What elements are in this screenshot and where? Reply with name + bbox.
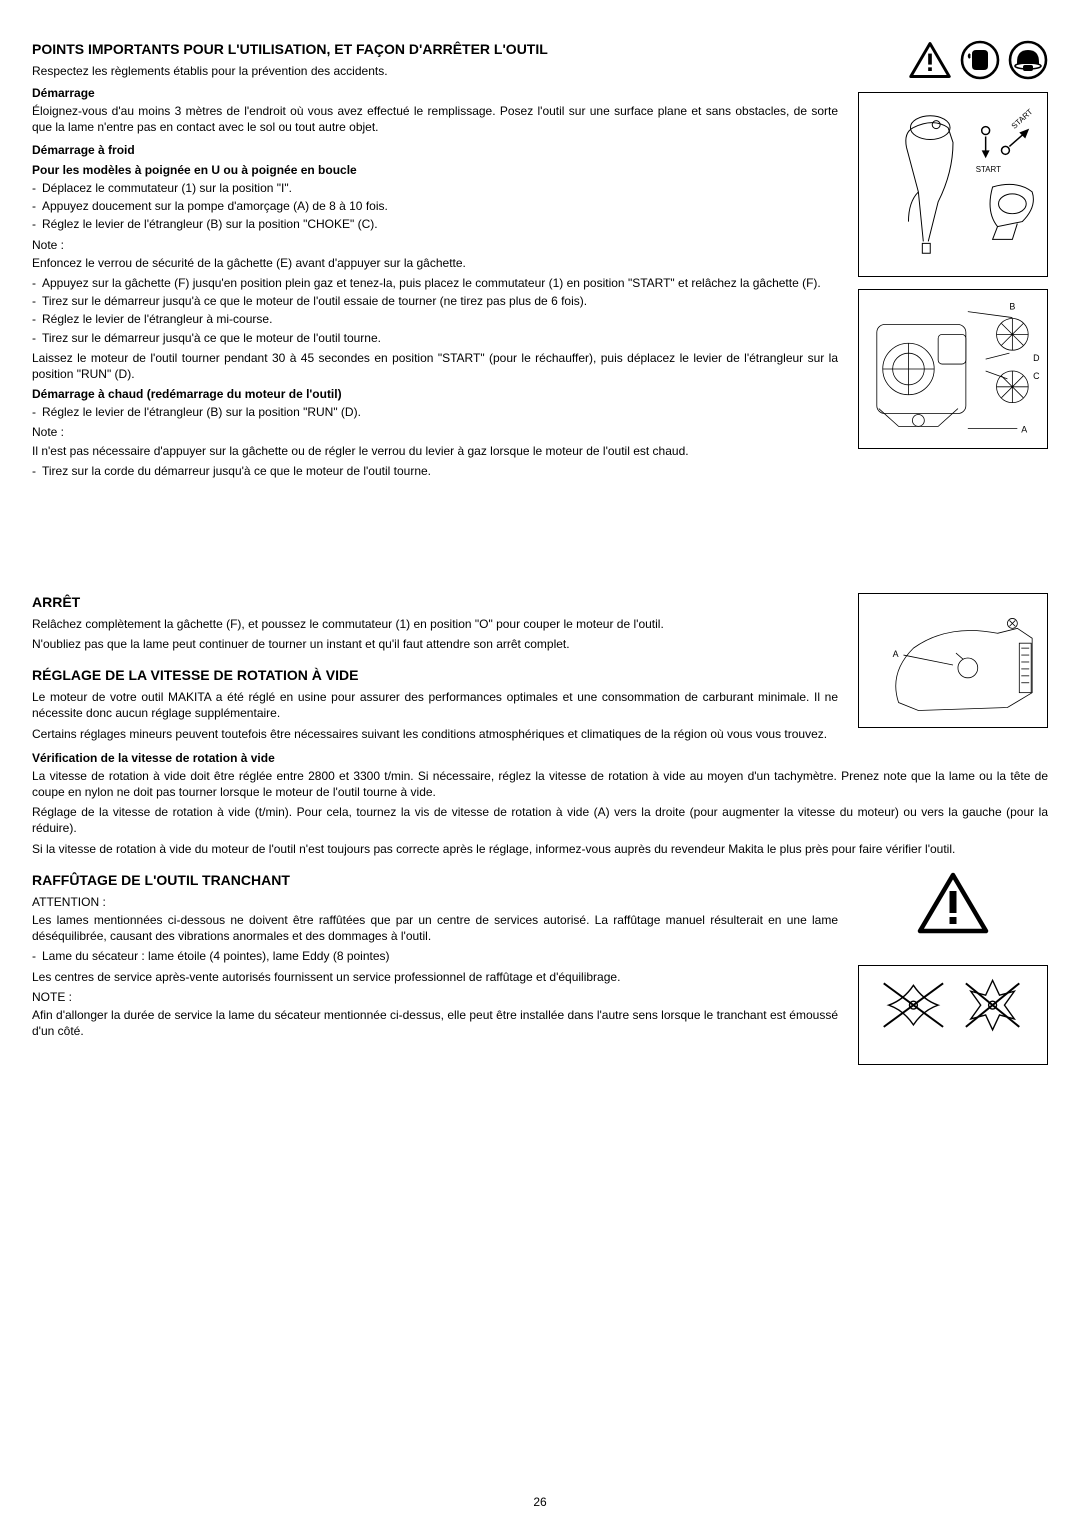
list-item: Tirez sur la corde du démarreur jusqu'à … xyxy=(32,463,838,479)
note-label: Note : xyxy=(32,237,838,253)
reglage-title: RÉGLAGE DE LA VITESSE DE ROTATION À VIDE xyxy=(32,666,838,685)
froid-list-1: Déplacez le commutateur (1) sur la posit… xyxy=(32,180,838,233)
verif-p1: La vitesse de rotation à vide doit être … xyxy=(32,768,1048,800)
froid-list-2: Appuyez sur la gâchette (F) jusqu'en pos… xyxy=(32,275,838,346)
raffutage-p1: Les lames mentionnées ci-dessous ne doiv… xyxy=(32,912,838,944)
label-d: D xyxy=(1033,353,1039,363)
list-item: Réglez le levier de l'étrangleur (B) sur… xyxy=(32,216,838,232)
start-label-2: START xyxy=(1010,107,1035,131)
note-text: Il n'est pas nécessaire d'appuyer sur la… xyxy=(32,443,838,459)
start-label: START xyxy=(976,165,1001,174)
demarrage-text: Éloignez-vous d'au moins 3 mètres de l'e… xyxy=(32,103,838,135)
list-item: Réglez le levier de l'étrangleur à mi-co… xyxy=(32,311,838,327)
verif-p3: Si la vitesse de rotation à vide du mote… xyxy=(32,841,1048,857)
arret-title: ARRÊT xyxy=(32,593,838,612)
figure-idle-screw: A xyxy=(858,593,1048,728)
list-item: Appuyez sur la gâchette (F) jusqu'en pos… xyxy=(32,275,838,291)
list-item: Tirez sur le démarreur jusqu'à ce que le… xyxy=(32,330,838,346)
note-text: Enfoncez le verrou de sécurité de la gâc… xyxy=(32,255,838,271)
note-label: Note : xyxy=(32,424,838,440)
list-item: Tirez sur le démarreur jusqu'à ce que le… xyxy=(32,293,838,309)
raffutage-title: RAFFÛTAGE DE L'OUTIL TRANCHANT xyxy=(32,871,838,890)
chaud-list-2: Tirez sur la corde du démarreur jusqu'à … xyxy=(32,463,838,479)
figure-handle-start: START START xyxy=(858,92,1048,277)
helmet-icon xyxy=(1008,40,1048,80)
safety-icons xyxy=(858,40,1048,80)
raffutage-p3: Afin d'allonger la durée de service la l… xyxy=(32,1007,838,1039)
label-c: C xyxy=(1033,371,1040,381)
note-label: NOTE : xyxy=(32,989,838,1005)
label-b: B xyxy=(1009,302,1015,312)
froid-after: Laissez le moteur de l'outil tourner pen… xyxy=(32,350,838,382)
froid-sub: Pour les modèles à poignée en U ou à poi… xyxy=(32,162,838,178)
demarrage-heading: Démarrage xyxy=(32,85,838,101)
gloves-icon xyxy=(960,40,1000,80)
list-item: Appuyez doucement sur la pompe d'amorçag… xyxy=(32,198,838,214)
list-item: Déplacez le commutateur (1) sur la posit… xyxy=(32,180,838,196)
list-item: Réglez le levier de l'étrangleur (B) sur… xyxy=(32,404,838,420)
figure-engine-labels: B D C A xyxy=(858,289,1048,449)
list-item: Lame du sécateur : lame étoile (4 pointe… xyxy=(32,948,838,964)
warning-large-icon xyxy=(858,871,1048,935)
reglage-p2: Certains réglages mineurs peuvent toutef… xyxy=(32,726,838,742)
page-number: 26 xyxy=(0,1494,1080,1510)
chaud-list-1: Réglez le levier de l'étrangleur (B) sur… xyxy=(32,404,838,420)
figure-blades xyxy=(858,965,1048,1065)
label-a: A xyxy=(1021,424,1027,434)
chaud-heading: Démarrage à chaud (redémarrage du moteur… xyxy=(32,386,838,402)
label-a: A xyxy=(893,649,899,659)
froid-heading: Démarrage à froid xyxy=(32,142,838,158)
verif-heading: Vérification de la vitesse de rotation à… xyxy=(32,750,1048,766)
reglage-p1: Le moteur de votre outil MAKITA a été ré… xyxy=(32,689,838,721)
raffutage-list: Lame du sécateur : lame étoile (4 pointe… xyxy=(32,948,838,964)
arret-p2: N'oubliez pas que la lame peut continuer… xyxy=(32,636,838,652)
arret-p1: Relâchez complètement la gâchette (F), e… xyxy=(32,616,838,632)
intro-text: Respectez les règlements établis pour la… xyxy=(32,63,838,79)
raffutage-p2: Les centres de service après-vente autor… xyxy=(32,969,838,985)
attention-label: ATTENTION : xyxy=(32,894,838,910)
warning-triangle-icon xyxy=(908,40,952,80)
verif-p2: Réglage de la vitesse de rotation à vide… xyxy=(32,804,1048,836)
section-title: POINTS IMPORTANTS POUR L'UTILISATION, ET… xyxy=(32,40,838,59)
